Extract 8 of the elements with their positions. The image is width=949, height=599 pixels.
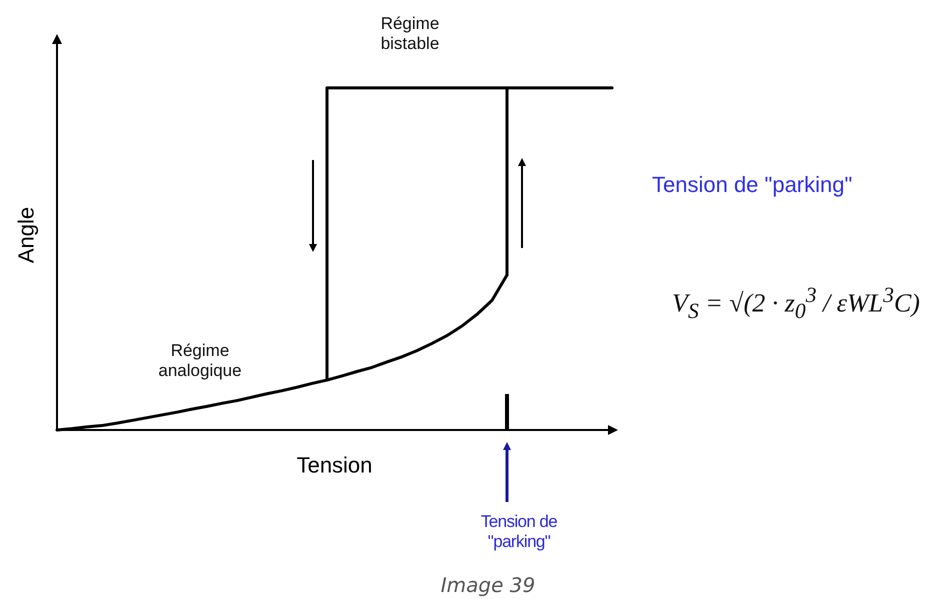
y-axis-title: Angle (14, 206, 38, 264)
text: Image 39 (440, 573, 536, 597)
text: Régime bistable (380, 14, 440, 55)
annotation: Régime analogique (157, 341, 243, 382)
text: V$_{S}$ = √(2 · z$_{0}$$^{3}$ / εWL$^{3}$C) (672, 282, 920, 324)
text: Tension de "parking" (480, 512, 558, 553)
x-axis-title: Tension (296, 452, 372, 478)
text: Tension de "parking" (652, 172, 852, 198)
